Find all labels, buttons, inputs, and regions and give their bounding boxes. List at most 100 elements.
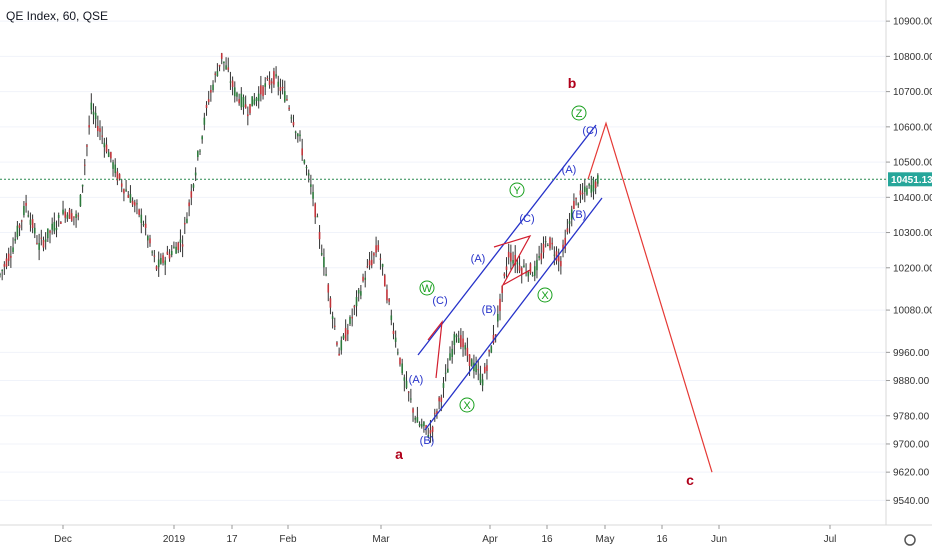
candle-body	[238, 99, 240, 104]
candle-body	[242, 97, 245, 108]
candle-body	[99, 128, 101, 132]
candle-body	[512, 260, 514, 264]
candle-body	[544, 241, 547, 243]
candle-body	[144, 223, 147, 228]
candle-body	[57, 215, 60, 218]
candle-body	[453, 334, 456, 345]
candle-body	[112, 162, 114, 169]
candle-body	[314, 203, 317, 218]
candle-body	[203, 117, 206, 125]
candle-body	[266, 77, 269, 80]
price-tick-label: 10600.00	[893, 122, 932, 133]
candle-body	[310, 184, 312, 187]
candle-body	[153, 255, 156, 257]
candle-body	[288, 107, 290, 110]
candle-body	[231, 80, 234, 87]
candle-body	[468, 354, 471, 367]
candle-body	[475, 364, 477, 373]
candle-body	[547, 245, 549, 247]
candle-body	[577, 203, 580, 206]
candle-body	[553, 254, 556, 256]
candle-body	[401, 363, 403, 374]
candle-body	[216, 71, 219, 77]
candle-body	[201, 136, 203, 140]
candle-body	[433, 412, 436, 414]
candle-body	[20, 220, 23, 222]
current-price-tag: 10451.13	[888, 172, 932, 187]
candle-body	[594, 181, 597, 189]
candle-body	[520, 268, 523, 275]
candle-body	[110, 152, 112, 159]
candle-body	[557, 256, 560, 262]
candle-body	[123, 189, 125, 194]
candle-body	[542, 243, 545, 253]
candle-body	[486, 365, 488, 371]
wave-label-green: W	[422, 283, 433, 295]
candle-body	[388, 299, 390, 302]
candle-body	[299, 134, 301, 137]
candle-body	[440, 397, 443, 403]
price-tick-label: 9880.00	[893, 376, 930, 387]
projection-path	[587, 121, 713, 473]
time-axis: Dec 2019 17 Feb Mar Apr 16 May 16 Jun Jul	[54, 525, 836, 545]
wave-label-blue: (C)	[582, 125, 597, 137]
candle-body	[253, 99, 256, 105]
time-tick-label: Jul	[824, 534, 837, 545]
wave-label-blue: (A)	[409, 374, 424, 386]
candle-body	[568, 221, 571, 224]
candle-body	[90, 102, 93, 110]
candle-body	[414, 417, 417, 420]
candle-body	[510, 252, 512, 262]
candle-body	[218, 64, 221, 67]
candle-body	[131, 200, 134, 205]
candle-body	[429, 430, 432, 434]
candle-body	[375, 245, 377, 253]
candle-body	[301, 148, 303, 156]
candle-body	[97, 125, 99, 132]
candle-body	[366, 266, 369, 268]
candle-body	[292, 122, 295, 126]
candle-body	[12, 247, 14, 252]
candle-body	[7, 253, 10, 261]
wave-circle	[537, 287, 553, 303]
candle-body	[66, 214, 69, 219]
candle-body	[538, 256, 540, 258]
candle-body	[75, 213, 77, 218]
wave-label-blue: (A)	[562, 164, 577, 176]
candle-body	[462, 338, 464, 348]
candle-body	[397, 352, 399, 354]
wave-label-blue: (C)	[519, 213, 534, 225]
candle-body	[36, 242, 38, 244]
candle-body	[403, 377, 406, 381]
candle-body	[220, 53, 223, 59]
wave-label-blue: (B)	[572, 209, 587, 221]
candle-body	[53, 221, 56, 232]
candle-body	[460, 335, 462, 347]
candle-body	[294, 131, 297, 133]
candle-body	[140, 214, 143, 224]
wave-label-green: Y	[513, 185, 521, 197]
candle-body	[340, 340, 343, 351]
candle-body	[73, 216, 75, 218]
chart-title: QE Index, 60, QSE	[6, 9, 108, 23]
candle-body	[279, 87, 282, 91]
candle-body	[225, 65, 227, 70]
candle-body	[77, 215, 80, 217]
price-tick-label: 10080.00	[893, 306, 932, 317]
candle-body	[49, 230, 51, 233]
wave-circle	[509, 182, 525, 198]
triangle-pattern-w	[427, 319, 443, 379]
candle-body	[281, 86, 284, 89]
candle-body	[142, 224, 145, 226]
candle-body	[116, 171, 119, 181]
candle-body	[505, 266, 508, 270]
candle-body	[286, 99, 288, 101]
candle-body	[431, 426, 434, 432]
candle-body	[377, 244, 380, 251]
candle-body	[86, 145, 88, 147]
candle-body	[70, 213, 73, 221]
settings-icon[interactable]	[904, 534, 916, 546]
candle-body	[151, 251, 153, 253]
candle-body	[31, 219, 34, 228]
candle-body	[244, 104, 247, 108]
